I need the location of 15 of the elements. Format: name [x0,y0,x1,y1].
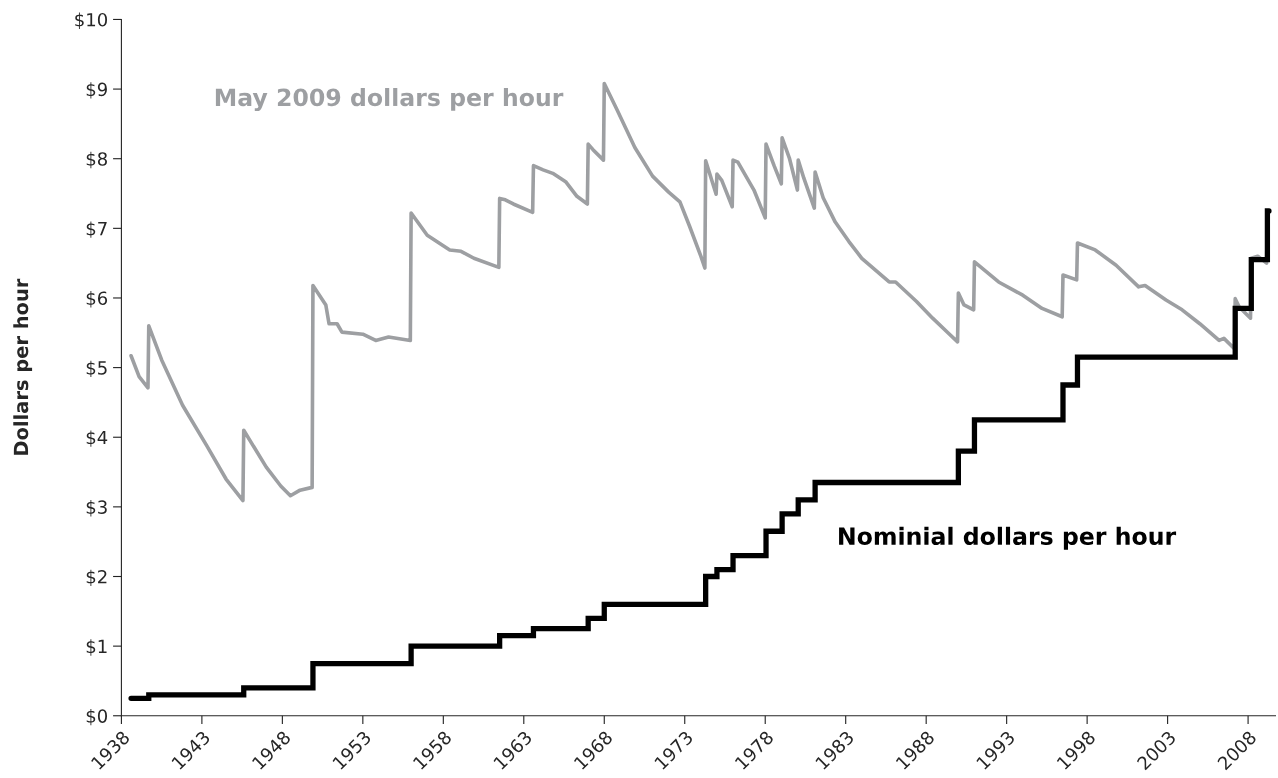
y-tick-label: $10 [75,12,108,29]
series-label: May 2009 dollars per hour [215,88,564,112]
y-tick-label: $6 [86,291,108,308]
y-tick-label: $4 [86,430,108,447]
y-tick-label: $1 [86,639,107,656]
line-series [129,81,1271,503]
series-label: Nominial dollars per hour [839,526,1177,550]
y-tick-label: $0 [86,708,108,726]
y-tick-label: $2 [86,569,107,587]
y-axis-title: Dollars per hour [13,278,33,455]
y-tick-label: $9 [86,82,107,99]
y-tick-label: $5 [86,360,107,378]
y-tick-label: $8 [86,151,107,169]
y-tick-label: $3 [86,500,107,517]
y-tick-label: $7 [86,221,107,238]
